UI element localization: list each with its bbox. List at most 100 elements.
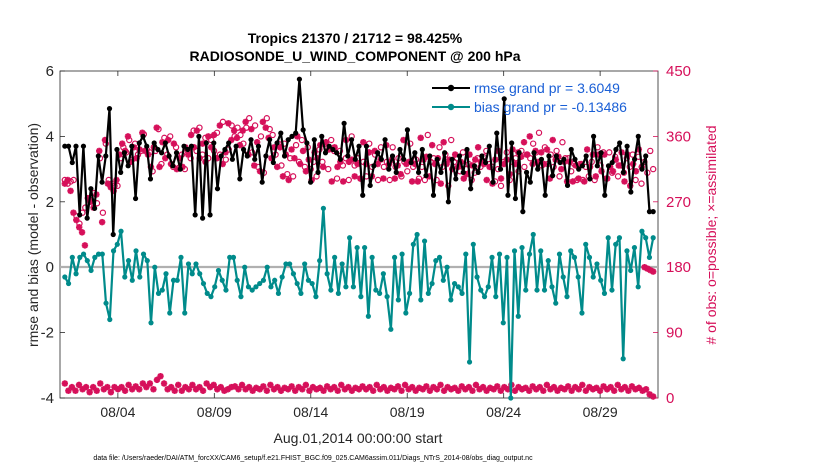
obs-assimilated-upper-point [216,122,224,129]
rmse-point [140,133,146,139]
bias-point [362,244,368,251]
rmse-point [304,140,310,146]
rmse-point [226,140,232,146]
rmse-point [118,169,124,175]
bias-point [125,258,132,264]
obs-assimilated-markers [61,373,657,400]
obs-assimilated-upper-point [296,160,304,168]
obs-possible-point [263,115,270,122]
obs-assimilated-point [260,383,267,390]
obs-assimilated-point [575,386,582,393]
obs-possible-point [559,139,566,146]
obs-assimilated-point [540,387,547,394]
bias-point [73,271,79,277]
rmse-point [315,169,321,175]
bias-point [395,297,401,303]
bias-point [219,277,225,283]
rmse-point [572,156,578,162]
obs-assimilated-upper-point [523,151,531,158]
rmse-point [631,156,638,162]
bias-point [410,241,416,247]
obs-assimilated-point [625,387,632,394]
bias-point [242,264,248,270]
bias-point [635,284,641,290]
bias-point [92,254,98,260]
obs-assimilated-point [153,376,161,384]
obs-assimilated-upper-point [302,168,310,175]
obs-assimilated-upper-point [124,133,132,140]
rmse-point [293,130,299,136]
rmse-point [255,143,262,149]
obs-assimilated-point [649,393,657,400]
bias-point [65,280,72,287]
obs-assimilated-upper-point [299,147,307,155]
bias-point [332,254,338,260]
obs-assimilated-point [469,387,476,394]
obs-assimilated-upper-point [291,155,298,162]
rmse-point [520,209,526,215]
rmse-point [129,143,135,149]
obs-assimilated-point [136,386,143,393]
obs-possible-point [269,131,276,139]
obs-assimilated-point [373,381,380,389]
bias-point [320,205,326,211]
obs-assimilated-point [182,383,189,391]
rmse-point [643,153,649,159]
obs-possible-point [389,144,396,151]
bias-point [448,297,454,303]
obs-assimilated-upper-point [262,124,269,131]
obs-assimilated-point [359,383,366,390]
obs-possible-point [219,118,227,126]
bias-point [481,294,488,300]
rmse-point [397,146,403,153]
obs-assimilated-upper-point [440,139,447,146]
rmse-point [609,159,615,166]
bias-point [496,251,503,257]
obs-assimilated-upper-point [526,133,533,140]
obs-assimilated-point [185,386,193,393]
y-axis-label-right: # of obs: o=possible; ×=assimilated [703,125,719,344]
obs-assimilated-point [494,383,501,390]
rmse-point [356,143,362,149]
y-tick-left-label: -4 [41,390,54,407]
bias-point [317,258,323,264]
obs-assimilated-point [401,381,409,389]
bias-point [234,277,240,283]
obs-possible-point [298,136,306,144]
obs-assimilated-upper-point [615,162,622,169]
rmse-point [65,143,72,149]
bias-point [114,241,120,247]
bias-point [429,280,435,287]
rmse-point [274,140,280,146]
obs-possible-point [187,154,194,162]
rmse-point [568,146,574,153]
rmse-point [237,176,243,182]
obs-assimilated-upper-point [483,176,490,184]
rmse-point [330,146,336,153]
bias-point [118,228,124,234]
obs-assimilated-upper-point [67,187,74,195]
y-ticks-left: -4 -2 0 2 4 6 [41,63,65,407]
rmse-point [326,143,332,149]
rmse-point [605,163,612,169]
obs-assimilated-point [596,387,604,394]
data-file-footer: data file: /Users/raeder/DAI/ATM_forcXX/… [93,455,533,462]
obs-assimilated-upper-point [558,165,565,173]
y-tick-right-label: 180 [666,259,691,276]
bias-point [605,235,611,241]
obs-assimilated-point [238,381,246,389]
rmse-point [475,169,481,175]
bias-point [538,248,544,254]
obs-assimilated-point [437,381,444,389]
rmse-point [162,140,168,146]
bias-point [549,284,555,290]
obs-assimilated-upper-point [351,173,358,180]
bias-point [152,264,158,270]
bias-point [140,251,147,257]
rmse-point [378,156,384,162]
rmse-point [535,166,541,172]
rmse-point [456,153,463,159]
rmse-point [322,150,329,156]
x-tick-label: 08/29 [583,404,618,420]
y-tick-left-label: 4 [46,128,54,145]
